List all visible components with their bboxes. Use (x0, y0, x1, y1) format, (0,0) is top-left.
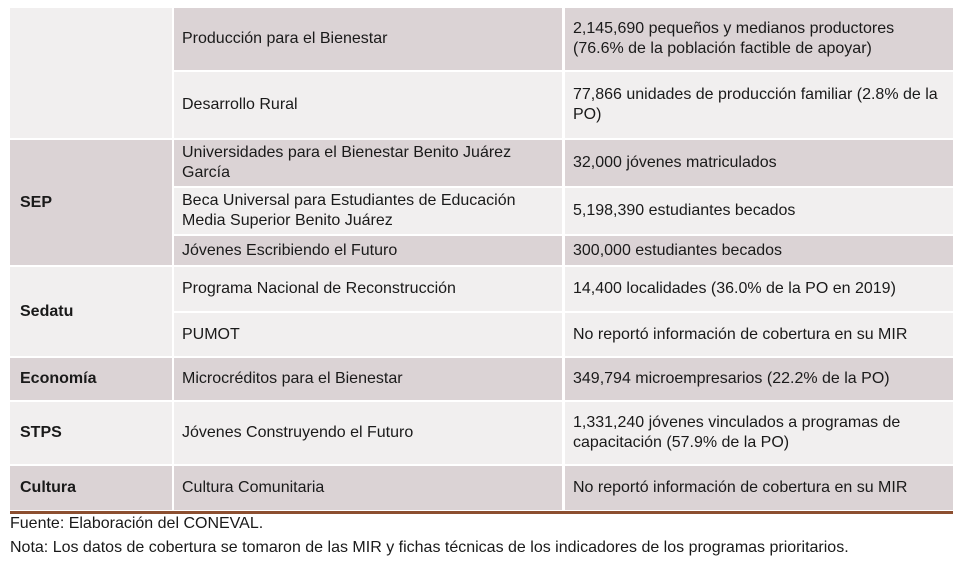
program-cell: Jóvenes Construyendo el Futuro (174, 402, 562, 464)
coverage-cell: 14,400 localidades (36.0% de la PO en 20… (565, 267, 953, 311)
agency-text: STPS (20, 424, 62, 441)
coverage-cell: No reportó información de cobertura en s… (565, 466, 953, 510)
coverage-cell: 32,000 jóvenes matriculados (565, 140, 953, 186)
program-cell: PUMOT (174, 313, 562, 356)
agency-text: SEP (20, 193, 53, 211)
program-cell: Producción para el Bienestar (174, 8, 562, 70)
coverage-cell: 349,794 microempresarios (22.2% de la PO… (565, 358, 953, 400)
table-rule (10, 511, 953, 514)
coverage-cell: 5,198,390 estudiantes becados (565, 188, 953, 234)
program-cell-text: Jóvenes Construyendo el Futuro (182, 424, 414, 441)
agency-cell (10, 8, 172, 138)
agency-cell: Sedatu (10, 267, 172, 356)
agency-cell: STPS (10, 402, 172, 464)
program-cell-text: Programa Nacional de Reconstrucción (182, 280, 456, 297)
program-cell-text: Microcréditos para el Bienestar (182, 370, 403, 387)
coverage-cell: 2,145,690 pequeños y medianos productore… (565, 8, 953, 70)
coverage-text: 300,000 estudiantes becados (573, 241, 783, 259)
program-cell-text: Producción para el Bienestar (182, 30, 388, 47)
program-cell: Universidades para el Bienestar Benito J… (174, 140, 562, 186)
program-cell-text: Beca Universal para Estudiantes de Educa… (182, 192, 516, 229)
coverage-text: 14,400 localidades (36.0% de la PO en 20… (573, 280, 896, 297)
coverage-cell: 1,331,240 jóvenes vinculados a programas… (565, 402, 953, 464)
coverage-cell: 300,000 estudiantes becados (565, 236, 953, 265)
coverage-text: 1,331,240 jóvenes vinculados a programas… (573, 414, 901, 451)
agency-cell: SEP (10, 140, 172, 265)
coverage-note: Nota: Los datos de cobertura se tomaron … (10, 539, 849, 556)
program-cell-text: Cultura Comunitaria (182, 479, 325, 496)
coverage-text: No reportó información de cobertura en s… (573, 325, 908, 343)
coverage-cell: 77,866 unidades de producción familiar (… (565, 72, 953, 138)
agency-text: Economía (20, 370, 97, 387)
source-note: Fuente: Elaboración del CONEVAL. (10, 515, 264, 532)
agency-text: Sedatu (20, 302, 74, 320)
coverage-text: 32,000 jóvenes matriculados (573, 154, 777, 171)
coverage-text: 349,794 microempresarios (22.2% de la PO… (573, 370, 890, 387)
program-cell: Jóvenes Escribiendo el Futuro (174, 236, 562, 265)
coverage-text: 2,145,690 pequeños y medianos productore… (573, 20, 895, 57)
program-cell-text: Universidades para el Bienestar Benito J… (182, 144, 512, 181)
program-cell: Microcréditos para el Bienestar (174, 358, 562, 400)
coverage-text: 5,198,390 estudiantes becados (573, 202, 796, 219)
program-cell-text: PUMOT (182, 325, 240, 343)
program-cell: Cultura Comunitaria (174, 466, 562, 510)
coverage-cell: No reportó información de cobertura en s… (565, 313, 953, 356)
program-cell-text: Desarrollo Rural (182, 96, 298, 113)
program-cell: Desarrollo Rural (174, 72, 562, 138)
agency-cell: Cultura (10, 466, 172, 510)
program-cell-text: Jóvenes Escribiendo el Futuro (182, 241, 398, 259)
agency-cell: Economía (10, 358, 172, 400)
coverage-text: No reportó información de cobertura en s… (573, 479, 908, 496)
program-cell: Programa Nacional de Reconstrucción (174, 267, 562, 311)
program-cell: Beca Universal para Estudiantes de Educa… (174, 188, 562, 234)
coverage-text: 77,866 unidades de producción familiar (… (573, 86, 938, 123)
agency-text: Cultura (20, 479, 76, 496)
